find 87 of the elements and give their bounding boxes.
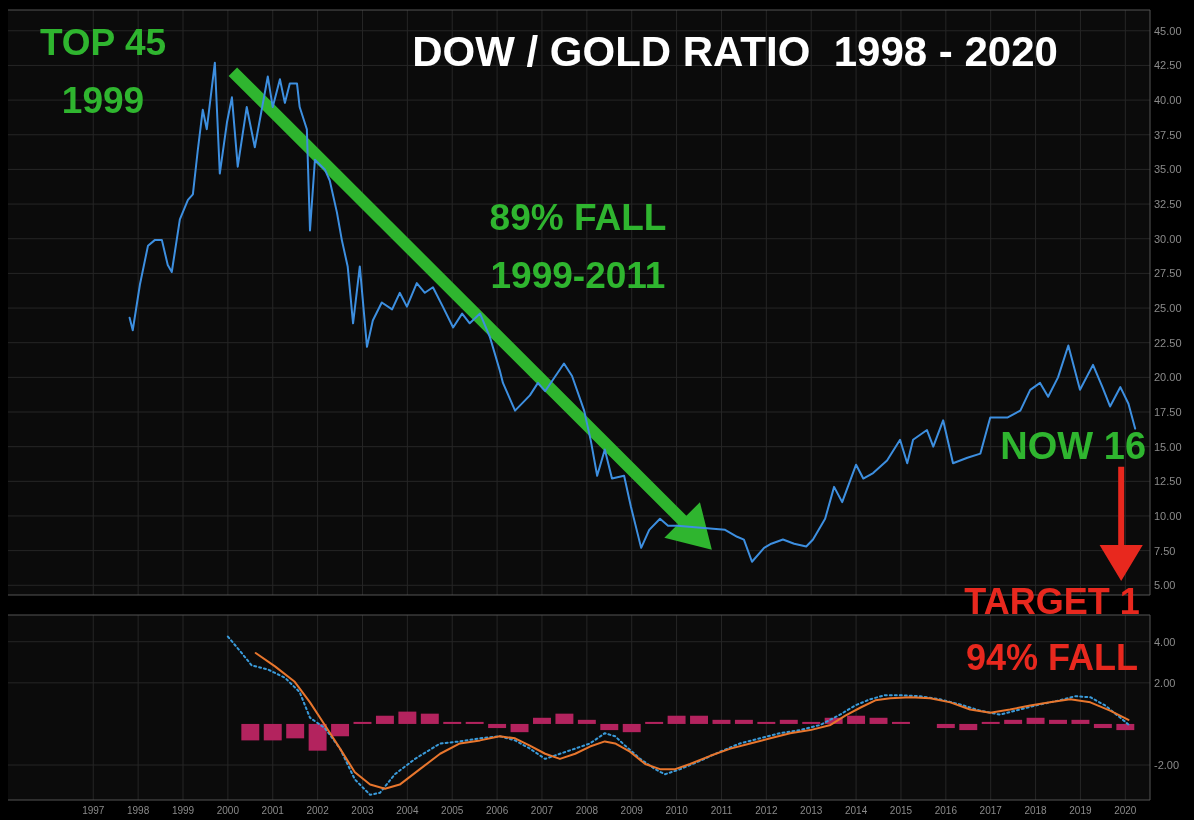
bar <box>375 715 394 724</box>
y-tick-label: 32.50 <box>1154 198 1182 211</box>
x-tick-label: 2019 <box>1069 805 1093 816</box>
y-tick-label: 5.00 <box>1154 579 1176 592</box>
bar <box>510 723 529 733</box>
x-tick-label: 1997 <box>82 805 105 816</box>
y-tick-label: 40.00 <box>1154 94 1182 107</box>
x-tick-label: 2004 <box>396 805 419 816</box>
y-tick-label: 27.50 <box>1154 267 1182 280</box>
y-tick-label: 15.00 <box>1154 440 1182 453</box>
bar <box>891 721 910 724</box>
y-tick-label: 42.50 <box>1154 59 1182 72</box>
chart-title: DOW / GOLD RATIO 1998 - 2020 <box>412 28 1058 75</box>
y-tick-label: -2.00 <box>1154 759 1180 772</box>
bar <box>802 721 821 724</box>
bar <box>263 723 282 741</box>
bar <box>1004 719 1023 724</box>
x-tick-label: 2011 <box>710 805 733 816</box>
bar <box>353 721 372 724</box>
annotation: 89% FALL 1999-2011 <box>489 197 667 296</box>
x-tick-label: 2016 <box>934 805 958 816</box>
y-tick-label: 20.00 <box>1154 371 1182 384</box>
bar <box>1071 719 1090 724</box>
x-tick-label: 2006 <box>485 805 509 816</box>
bar <box>443 721 462 724</box>
x-tick-label: 1999 <box>171 805 195 816</box>
x-tick-label: 2003 <box>351 805 375 816</box>
x-tick-label: 2017 <box>979 805 1003 816</box>
bar <box>577 719 596 724</box>
bar <box>1049 719 1067 724</box>
y-tick-label: 12.50 <box>1154 475 1182 488</box>
bar <box>712 719 731 724</box>
bar <box>936 723 955 729</box>
x-tick-label: 2009 <box>620 805 644 816</box>
bar <box>981 721 1000 724</box>
x-tick-label: 2015 <box>889 805 913 816</box>
bar <box>465 721 484 724</box>
x-tick-label: 2007 <box>530 805 554 816</box>
bar <box>667 715 686 724</box>
bar <box>734 719 753 724</box>
y-tick-label: 25.00 <box>1154 302 1182 315</box>
y-tick-label: 10.00 <box>1154 509 1182 522</box>
bar <box>690 715 709 724</box>
bar <box>420 713 439 724</box>
x-tick-label: 2002 <box>306 805 330 816</box>
y-tick-label: 45.00 <box>1154 24 1182 37</box>
bar <box>600 723 619 731</box>
y-tick-label: 17.50 <box>1154 406 1182 419</box>
bar <box>555 713 574 724</box>
bar <box>1116 723 1135 731</box>
bar <box>488 723 507 729</box>
bar <box>779 719 798 724</box>
y-tick-label: 22.50 <box>1154 336 1182 349</box>
y-tick-label: 7.50 <box>1154 544 1176 557</box>
bar <box>241 723 260 741</box>
x-tick-label: 2012 <box>755 805 778 816</box>
bar <box>622 723 641 733</box>
bar <box>398 711 417 724</box>
y-tick-label: 30.00 <box>1154 232 1182 245</box>
bar <box>308 723 327 751</box>
annotation: TOP 45 1999 <box>39 22 167 121</box>
x-tick-label: 2000 <box>216 805 240 816</box>
x-tick-label: 1998 <box>127 805 150 816</box>
x-tick-label: 2018 <box>1024 805 1048 816</box>
x-tick-label: 2020 <box>1114 805 1137 816</box>
y-tick-label: 37.50 <box>1154 128 1182 141</box>
bar <box>1093 723 1112 729</box>
bar <box>869 717 888 724</box>
y-tick-label: 35.00 <box>1154 163 1182 176</box>
x-tick-label: 2013 <box>800 805 823 816</box>
bar <box>1026 717 1045 724</box>
bar <box>847 715 866 724</box>
y-tick-label: 4.00 <box>1154 635 1176 648</box>
bar <box>533 717 551 724</box>
x-tick-label: 2001 <box>261 805 285 816</box>
x-tick-label: 2005 <box>441 805 464 816</box>
bar <box>286 723 305 739</box>
bar <box>959 723 978 731</box>
annotation: NOW 16 <box>1000 424 1147 467</box>
bar <box>757 721 776 724</box>
x-tick-label: 2014 <box>844 805 868 816</box>
y-tick-label: 2.00 <box>1154 676 1176 689</box>
bar <box>331 723 350 737</box>
annotation: TARGET 1 94% FALL <box>964 581 1140 678</box>
x-tick-label: 2008 <box>575 805 599 816</box>
x-tick-label: 2010 <box>665 805 689 816</box>
bar <box>645 721 664 724</box>
